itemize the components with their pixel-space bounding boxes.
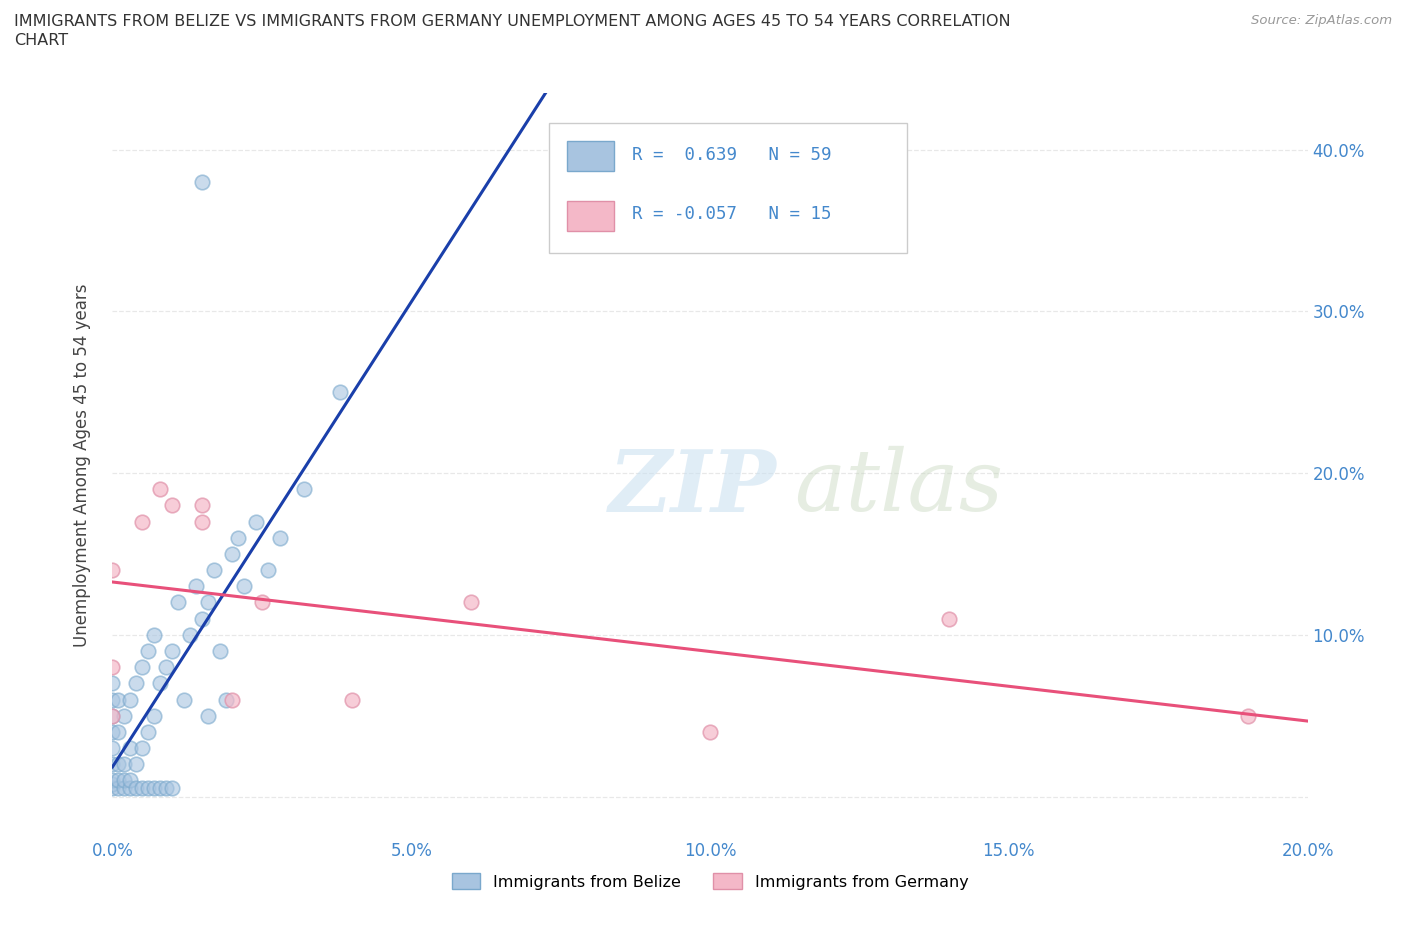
Point: [149, 781, 172, 796]
Point: [101, 773, 124, 788]
Point: [107, 773, 129, 788]
Point: [101, 757, 124, 772]
Point: [191, 611, 214, 626]
Point: [162, 498, 183, 512]
Point: [101, 676, 124, 691]
Point: [197, 709, 219, 724]
FancyBboxPatch shape: [548, 123, 907, 253]
Point: [143, 781, 166, 796]
Point: [114, 773, 135, 788]
Point: [101, 709, 124, 724]
Point: [125, 757, 148, 772]
Text: Source: ZipAtlas.com: Source: ZipAtlas.com: [1251, 14, 1392, 27]
Point: [197, 595, 219, 610]
Point: [202, 563, 225, 578]
Y-axis label: Unemployment Among Ages 45 to 54 years: Unemployment Among Ages 45 to 54 years: [73, 284, 91, 646]
Point: [101, 740, 124, 755]
Point: [179, 628, 201, 643]
FancyBboxPatch shape: [567, 141, 614, 171]
Point: [114, 781, 135, 796]
Point: [191, 175, 214, 190]
Point: [120, 773, 142, 788]
Point: [173, 692, 195, 707]
Point: [292, 482, 315, 497]
Point: [257, 563, 280, 578]
Point: [191, 514, 214, 529]
Point: [120, 781, 142, 796]
Point: [245, 514, 267, 529]
Text: atlas: atlas: [793, 446, 1002, 528]
Point: [340, 692, 363, 707]
Text: R =  0.639   N = 59: R = 0.639 N = 59: [633, 146, 832, 164]
Text: ZIP: ZIP: [609, 445, 776, 529]
Point: [143, 709, 166, 724]
Point: [107, 724, 129, 739]
Point: [107, 757, 129, 772]
Point: [1237, 709, 1260, 724]
Point: [114, 757, 135, 772]
Point: [186, 578, 208, 593]
Point: [143, 628, 166, 643]
Point: [155, 781, 177, 796]
Point: [125, 781, 148, 796]
Point: [131, 740, 153, 755]
Point: [125, 676, 148, 691]
Text: CHART: CHART: [14, 33, 67, 47]
Point: [938, 611, 960, 626]
Point: [162, 644, 183, 658]
Point: [101, 781, 124, 796]
Point: [131, 781, 153, 796]
Point: [101, 724, 124, 739]
Point: [226, 530, 249, 545]
Point: [101, 659, 124, 674]
Point: [155, 659, 177, 674]
Point: [250, 595, 273, 610]
Point: [233, 578, 256, 593]
Point: [131, 514, 153, 529]
Point: [131, 659, 153, 674]
Point: [107, 692, 129, 707]
Point: [120, 692, 142, 707]
Point: [215, 692, 238, 707]
Point: [460, 595, 482, 610]
Point: [221, 692, 243, 707]
Point: [114, 709, 135, 724]
Point: [329, 385, 352, 400]
Point: [269, 530, 291, 545]
Point: [209, 644, 232, 658]
Point: [101, 777, 124, 791]
Text: IMMIGRANTS FROM BELIZE VS IMMIGRANTS FROM GERMANY UNEMPLOYMENT AMONG AGES 45 TO : IMMIGRANTS FROM BELIZE VS IMMIGRANTS FRO…: [14, 14, 1011, 29]
Point: [107, 781, 129, 796]
Point: [162, 781, 183, 796]
Point: [221, 547, 243, 562]
Point: [138, 644, 160, 658]
Point: [149, 482, 172, 497]
Point: [101, 692, 124, 707]
Point: [101, 709, 124, 724]
Legend: Immigrants from Belize, Immigrants from Germany: Immigrants from Belize, Immigrants from …: [446, 867, 974, 896]
Point: [138, 781, 160, 796]
Point: [138, 724, 160, 739]
Point: [167, 595, 190, 610]
Point: [120, 740, 142, 755]
Point: [699, 724, 721, 739]
Point: [149, 676, 172, 691]
Text: R = -0.057   N = 15: R = -0.057 N = 15: [633, 206, 832, 223]
FancyBboxPatch shape: [567, 201, 614, 231]
Point: [101, 563, 124, 578]
Point: [191, 498, 214, 512]
